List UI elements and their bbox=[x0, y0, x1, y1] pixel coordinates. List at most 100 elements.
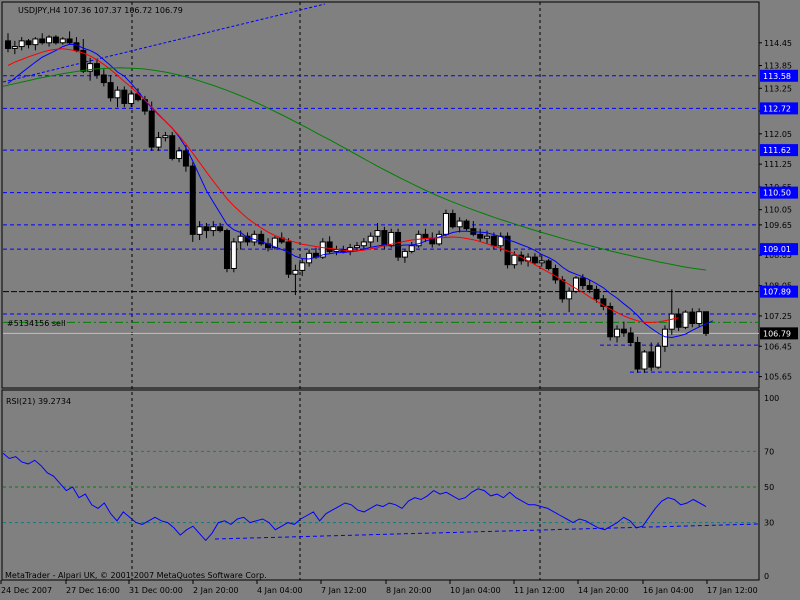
bull-candle bbox=[566, 290, 573, 300]
bear-candle bbox=[620, 328, 627, 334]
bear-candle bbox=[80, 49, 87, 72]
bull-candle bbox=[456, 220, 463, 228]
bull-candle bbox=[661, 328, 668, 347]
bear-candle bbox=[148, 110, 155, 148]
bull-candle bbox=[176, 150, 183, 159]
bull-candle bbox=[46, 36, 53, 44]
bull-candle bbox=[299, 262, 306, 271]
bear-candle bbox=[463, 220, 470, 230]
bull-candle bbox=[538, 260, 545, 264]
bear-candle bbox=[395, 231, 402, 258]
price-level-badge-label: 109.01 bbox=[763, 245, 791, 254]
time-tick-label: 10 Jan 04:00 bbox=[450, 586, 501, 595]
rsi-tick-label: 0 bbox=[764, 572, 769, 581]
time-tick-label: 14 Jan 20:00 bbox=[578, 586, 629, 595]
bear-candle bbox=[449, 212, 456, 228]
bear-candle bbox=[217, 226, 224, 232]
price-level-badge bbox=[760, 69, 798, 82]
ma-mid-line bbox=[7, 48, 679, 323]
bull-candle bbox=[162, 135, 169, 139]
rsi-tick-label: 30 bbox=[764, 519, 774, 528]
bear-candle bbox=[579, 277, 586, 287]
price-level-badge-label: 112.72 bbox=[763, 104, 791, 113]
bull-candle bbox=[292, 269, 299, 275]
time-tick-label: 17 Jan 12:00 bbox=[707, 586, 758, 595]
price-level-badge bbox=[760, 144, 798, 157]
time-tick-label: 2 Jan 20:00 bbox=[193, 586, 239, 595]
bull-candle bbox=[572, 277, 579, 292]
bear-candle bbox=[627, 332, 634, 343]
bull-candle bbox=[59, 38, 66, 44]
bear-candle bbox=[66, 38, 73, 44]
bull-candle bbox=[354, 245, 360, 249]
bear-candle bbox=[545, 260, 552, 269]
bear-candle bbox=[552, 267, 559, 281]
bear-candle bbox=[634, 341, 641, 370]
bear-candle bbox=[5, 40, 11, 49]
rsi-tick-label: 100 bbox=[764, 394, 779, 403]
price-tick-label: 113.85 bbox=[764, 62, 792, 71]
price-level-badge-label: 113.58 bbox=[763, 72, 791, 81]
price-level-badge-label: 110.50 bbox=[763, 189, 791, 198]
time-tick-label: 11 Jan 12:00 bbox=[514, 586, 565, 595]
bear-candle bbox=[203, 226, 210, 232]
rsi-panel-frame bbox=[1, 389, 760, 581]
price-tick-label: 106.45 bbox=[764, 342, 792, 351]
axes: 114.45113.85113.25112.65112.05111.25110.… bbox=[0, 39, 798, 595]
bull-candle bbox=[18, 40, 25, 48]
price-level-badge-label: 106.79 bbox=[763, 329, 791, 338]
bear-candle bbox=[25, 40, 32, 46]
time-tick-label: 24 Dec 2007 bbox=[1, 586, 52, 595]
bull-candle bbox=[11, 46, 18, 49]
bear-candle bbox=[39, 38, 46, 44]
price-panel-frame bbox=[1, 1, 760, 389]
bear-candle bbox=[675, 313, 682, 328]
time-tick-label: 31 Dec 00:00 bbox=[129, 586, 183, 595]
bull-candle bbox=[251, 233, 258, 243]
bear-candle bbox=[258, 233, 265, 245]
price-level-badge bbox=[760, 102, 798, 115]
bull-candle bbox=[484, 235, 491, 239]
price-tick-label: 113.25 bbox=[764, 84, 792, 93]
price-panel bbox=[1, 1, 760, 580]
ma-slow-line bbox=[2, 67, 707, 271]
price-level-badge bbox=[760, 186, 798, 199]
price-level-badge bbox=[760, 243, 798, 256]
bull-candle bbox=[436, 233, 443, 245]
bull-candle bbox=[641, 351, 648, 370]
price-tick-label: 109.65 bbox=[764, 221, 792, 230]
bear-candle bbox=[73, 42, 80, 51]
order-label: #5134156 sell bbox=[7, 319, 65, 328]
bull-candle bbox=[210, 226, 217, 232]
bear-candle bbox=[593, 288, 600, 300]
bull-candle bbox=[230, 241, 237, 269]
bear-candle bbox=[586, 285, 593, 290]
bull-candle bbox=[32, 38, 39, 46]
bull-candle bbox=[360, 241, 367, 247]
bear-candle bbox=[169, 135, 176, 159]
bear-candle bbox=[182, 150, 189, 167]
rsi-panel bbox=[1, 389, 760, 581]
bear-candle bbox=[100, 74, 107, 84]
price-tick-label: 105.65 bbox=[764, 373, 792, 382]
symbol-header: USDJPY,H4 107.36 107.37 106.72 106.79 bbox=[18, 6, 183, 15]
price-tick-label: 108.85 bbox=[764, 251, 792, 260]
bear-candle bbox=[648, 351, 655, 368]
bull-candle bbox=[114, 89, 121, 99]
trendline bbox=[2, 3, 326, 83]
bull-candle bbox=[271, 237, 278, 249]
bull-candle bbox=[196, 226, 203, 235]
bull-candle bbox=[237, 235, 244, 243]
price-level-badge bbox=[760, 285, 798, 298]
copyright-text: MetaTrader - Alpari UK, © 2001-2007 Meta… bbox=[5, 571, 267, 580]
price-level-badge bbox=[760, 327, 798, 340]
price-tick-label: 112.05 bbox=[764, 130, 792, 139]
time-tick-label: 7 Jan 12:00 bbox=[321, 586, 367, 595]
bull-candle bbox=[511, 254, 518, 266]
bull-candle bbox=[442, 212, 449, 235]
price-level-badge-label: 107.89 bbox=[763, 288, 791, 297]
bull-candle bbox=[408, 245, 415, 252]
bear-candle bbox=[244, 235, 251, 243]
time-tick-label: 27 Dec 16:00 bbox=[66, 586, 120, 595]
